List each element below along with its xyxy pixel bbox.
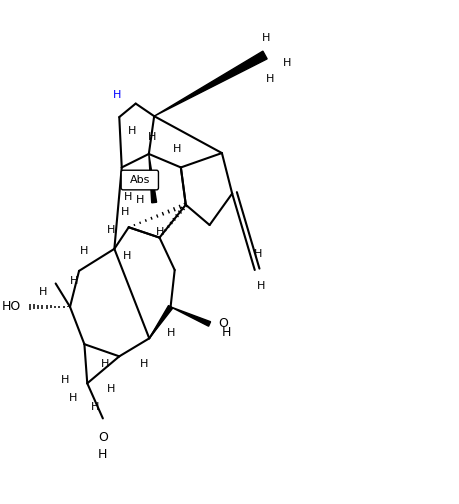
- Text: H: H: [123, 251, 131, 262]
- Text: H: H: [106, 384, 115, 394]
- Polygon shape: [149, 154, 156, 203]
- Text: H: H: [253, 249, 262, 259]
- Text: H: H: [221, 327, 230, 340]
- Text: H: H: [262, 33, 270, 43]
- Polygon shape: [170, 307, 210, 326]
- Text: HO: HO: [1, 300, 21, 313]
- Text: Abs: Abs: [129, 175, 150, 185]
- Text: H: H: [156, 227, 164, 237]
- Text: O: O: [217, 318, 227, 331]
- Text: H: H: [124, 192, 132, 202]
- Text: H: H: [70, 276, 78, 286]
- Text: H: H: [135, 195, 144, 205]
- Text: H: H: [265, 74, 274, 84]
- Text: H: H: [39, 287, 47, 297]
- Text: H: H: [113, 91, 121, 100]
- FancyBboxPatch shape: [121, 170, 158, 190]
- Text: H: H: [127, 125, 135, 136]
- Text: H: H: [98, 448, 107, 461]
- Text: H: H: [140, 359, 148, 369]
- Text: H: H: [121, 208, 129, 217]
- Polygon shape: [149, 305, 172, 338]
- Text: H: H: [90, 402, 99, 412]
- Text: H: H: [282, 58, 291, 68]
- Polygon shape: [154, 51, 267, 116]
- Text: H: H: [69, 393, 77, 403]
- Text: H: H: [172, 144, 180, 154]
- Text: H: H: [61, 375, 69, 385]
- Text: H: H: [166, 328, 174, 338]
- Text: O: O: [98, 431, 107, 444]
- Text: H: H: [106, 224, 115, 234]
- Text: H: H: [256, 281, 264, 291]
- Text: H: H: [80, 246, 89, 256]
- Text: H: H: [101, 359, 109, 369]
- Text: H: H: [148, 133, 156, 142]
